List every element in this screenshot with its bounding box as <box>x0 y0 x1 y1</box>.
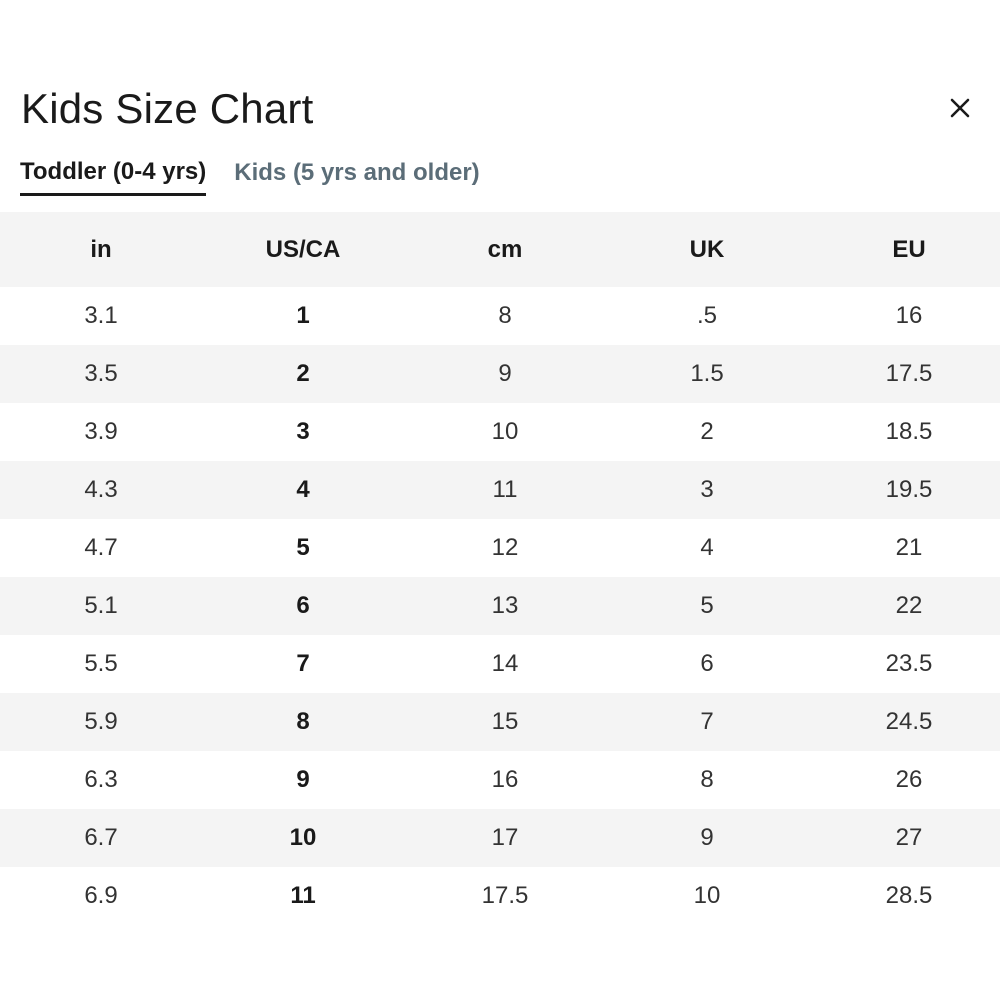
us-cell: 9 <box>202 751 404 809</box>
table-row: 5.1 6 13 5 22 <box>0 577 1000 635</box>
eu-cell: 22 <box>808 577 1000 635</box>
uk-cell: 3 <box>606 461 808 519</box>
close-icon <box>950 98 970 118</box>
cm-cell: 17.5 <box>404 867 606 925</box>
eu-cell: 16 <box>808 287 1000 345</box>
uk-cell: 2 <box>606 403 808 461</box>
uk-cell: .5 <box>606 287 808 345</box>
us-cell: 2 <box>202 345 404 403</box>
tab-toddler[interactable]: Toddler (0-4 yrs) <box>20 150 207 196</box>
uk-cell: 7 <box>606 693 808 751</box>
in-cell: 4.7 <box>0 519 202 577</box>
eu-cell: 28.5 <box>808 867 1000 925</box>
table-body: 3.1 1 8.5 16 3.5 2 9 1.5 17.5 3.9 3 10 2 18.5 4.3 4 11 3 1… <box>0 287 1000 925</box>
eu-cell: 24.5 <box>808 693 1000 751</box>
us-cell: 4 <box>202 461 404 519</box>
table-row: 3.5 2 9 1.5 17.5 <box>0 345 1000 403</box>
eu-cell: 23.5 <box>808 635 1000 693</box>
uk-cell: 6 <box>606 635 808 693</box>
table-row: 3.1 1 8.5 16 <box>0 287 1000 345</box>
in-cell: 3.9 <box>0 403 202 461</box>
in-cell: 6.7 <box>0 809 202 867</box>
eu-cell: 17.5 <box>808 345 1000 403</box>
table-row: 5.5 7 14 6 23.5 <box>0 635 1000 693</box>
modal-title: Kids Size Chart <box>21 85 314 132</box>
in-cell: 6.3 <box>0 751 202 809</box>
in-cell: 5.5 <box>0 635 202 693</box>
table-row: 3.9 3 10 2 18.5 <box>0 403 1000 461</box>
us-cell: 3 <box>202 403 404 461</box>
eu-cell: 18.5 <box>808 403 1000 461</box>
size-table: in US/CA cm UK EU 3.1 1 8.5 16 3.5 2 9 1.5 17.5 3… <box>0 212 1000 925</box>
table-row: 4.7 5 12 4 21 <box>0 519 1000 577</box>
uk-cell: 5 <box>606 577 808 635</box>
cm-cell: 16 <box>404 751 606 809</box>
table-row: 6.3 9 16 8 26 <box>0 751 1000 809</box>
eu-cell: 26 <box>808 751 1000 809</box>
us-cell: 6 <box>202 577 404 635</box>
cm-cell: 8 <box>404 287 606 345</box>
in-cell: 6.9 <box>0 867 202 925</box>
column-header-cm: cm <box>404 212 606 287</box>
column-header-eu: EU <box>808 212 1000 287</box>
cm-cell: 11 <box>404 461 606 519</box>
in-cell: 4.3 <box>0 461 202 519</box>
table-row: 4.3 4 11 3 19.5 <box>0 461 1000 519</box>
uk-cell: 8 <box>606 751 808 809</box>
us-cell: 1 <box>202 287 404 345</box>
us-cell: 7 <box>202 635 404 693</box>
in-cell: 3.5 <box>0 345 202 403</box>
eu-cell: 21 <box>808 519 1000 577</box>
eu-cell: 19.5 <box>808 461 1000 519</box>
table-row: 6.9 11 17.5 10 28.5 <box>0 867 1000 925</box>
cm-cell: 14 <box>404 635 606 693</box>
column-header-in: in <box>0 212 202 287</box>
column-header-us-ca: US/CA <box>202 212 404 287</box>
cm-cell: 13 <box>404 577 606 635</box>
uk-cell: 1.5 <box>606 345 808 403</box>
cm-cell: 17 <box>404 809 606 867</box>
us-cell: 5 <box>202 519 404 577</box>
size-category-tabs: Toddler (0-4 yrs) Kids (5 yrs and older) <box>20 150 480 196</box>
us-cell: 10 <box>202 809 404 867</box>
table-row: 5.9 8 15 7 24.5 <box>0 693 1000 751</box>
in-cell: 5.9 <box>0 693 202 751</box>
in-cell: 3.1 <box>0 287 202 345</box>
cm-cell: 10 <box>404 403 606 461</box>
in-cell: 5.1 <box>0 577 202 635</box>
uk-cell: 4 <box>606 519 808 577</box>
column-header-uk: UK <box>606 212 808 287</box>
uk-cell: 9 <box>606 809 808 867</box>
us-cell: 11 <box>202 867 404 925</box>
cm-cell: 9 <box>404 345 606 403</box>
table-row: 6.7 10 17 9 27 <box>0 809 1000 867</box>
close-button[interactable] <box>940 88 980 128</box>
cm-cell: 15 <box>404 693 606 751</box>
us-cell: 8 <box>202 693 404 751</box>
cm-cell: 12 <box>404 519 606 577</box>
tab-kids[interactable]: Kids (5 yrs and older) <box>234 150 479 196</box>
table-header-row: in US/CA cm UK EU <box>0 212 1000 287</box>
uk-cell: 10 <box>606 867 808 925</box>
eu-cell: 27 <box>808 809 1000 867</box>
